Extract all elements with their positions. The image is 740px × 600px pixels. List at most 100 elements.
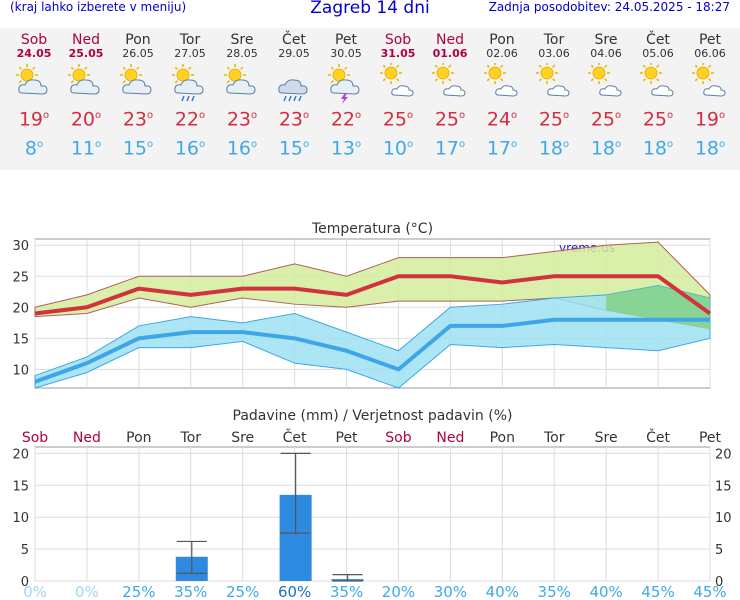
top-bar: (kraj lahko izberete v meniju) Zagreb 14… xyxy=(0,0,740,24)
min-temp-value: 8 xyxy=(24,137,37,160)
min-temp-value: 17 xyxy=(486,137,512,160)
precipitation-y-tick-left: 20 xyxy=(12,447,29,462)
max-temp-value: 22 xyxy=(330,108,356,131)
max-temp-value: 19 xyxy=(18,108,44,131)
min-temp: 15o xyxy=(278,137,310,160)
precipitation-probability-label: 40% xyxy=(589,583,622,600)
partly-sunny-icon xyxy=(476,62,528,103)
thunder-icon xyxy=(320,63,372,104)
precipitation-probability-label: 0% xyxy=(23,583,47,600)
day-name: Ned xyxy=(436,32,464,48)
max-temp-value: 19 xyxy=(694,108,720,131)
min-temp: 11o xyxy=(70,137,102,160)
day-date: 03.06 xyxy=(538,47,570,60)
precipitation-x-tick: Sre xyxy=(231,430,254,446)
last-update: Zadnja posodobitev: 24.05.2025 - 18:27 xyxy=(488,0,730,14)
partly-sunny-icon xyxy=(528,62,580,103)
day-name: Čet xyxy=(646,32,670,48)
precipitation-x-tick: Sob xyxy=(385,430,411,446)
day-column: Tor 27.05 22o 16o xyxy=(164,33,216,162)
precipitation-y-tick-left: 10 xyxy=(12,511,29,526)
max-temp: 23o xyxy=(122,108,154,131)
max-temp: 24o xyxy=(486,108,518,131)
precipitation-probability-label: 40% xyxy=(486,583,519,600)
precipitation-x-tick: Pet xyxy=(699,430,722,446)
day-name: Sob xyxy=(384,32,412,48)
precipitation-x-tick: Tor xyxy=(180,430,202,446)
min-temp: 13o xyxy=(330,137,362,160)
day-date: 05.06 xyxy=(642,47,674,60)
precipitation-y-tick-right: 20 xyxy=(715,447,732,462)
max-temp: 25o xyxy=(590,108,622,131)
precipitation-probability-label: 60% xyxy=(278,583,311,600)
daily-forecast-row: Sob 24.05 19o 8o Ned 25.05 20o 11o Pon 26.05 23o 15… xyxy=(8,33,736,162)
max-temp-value: 23 xyxy=(226,108,252,131)
location-hint[interactable]: (kraj lahko izberete v meniju) xyxy=(10,0,187,14)
precipitation-y-tick-left: 0 xyxy=(21,575,29,590)
max-temp: 23o xyxy=(226,108,258,131)
day-name: Pet xyxy=(698,32,722,48)
precipitation-y-tick-right: 10 xyxy=(715,511,732,526)
day-column: Sob 24.05 19o 8o xyxy=(8,33,60,162)
day-date: 27.05 xyxy=(174,47,206,60)
cloudy-sun-icon xyxy=(8,63,60,103)
temperature-y-tick: 30 xyxy=(12,239,29,254)
max-temperature-line xyxy=(34,274,712,316)
day-column: Pon 02.06 24o 17o xyxy=(476,33,528,162)
max-temp: 19o xyxy=(18,108,50,131)
min-temp: 8o xyxy=(24,137,44,160)
max-temp-value: 24 xyxy=(486,108,512,131)
precipitation-chart-title: Padavine (mm) / Verjetnost padavin (%) xyxy=(233,408,513,424)
day-date: 04.06 xyxy=(590,47,622,60)
temperature-y-tick: 10 xyxy=(12,363,29,378)
day-name: Pet xyxy=(334,32,358,48)
partly-sunny-icon xyxy=(684,62,736,103)
min-temp-value: 15 xyxy=(278,137,304,160)
max-temp: 23o xyxy=(278,108,310,131)
min-temp-value: 11 xyxy=(70,137,96,160)
partly-sunny-icon xyxy=(580,62,632,103)
day-name: Tor xyxy=(179,32,201,48)
min-temp-value: 15 xyxy=(122,137,148,160)
precipitation-x-tick: Sre xyxy=(595,430,618,446)
max-temp-value: 22 xyxy=(174,108,200,131)
day-name: Sre xyxy=(230,32,254,48)
precipitation-probability-label: 45% xyxy=(693,583,726,600)
day-date: 02.06 xyxy=(486,47,518,60)
min-temp: 16o xyxy=(174,137,206,160)
precipitation-y-tick-right: 5 xyxy=(715,543,723,558)
min-temp-value: 18 xyxy=(642,137,668,160)
rain-cloud-icon xyxy=(268,63,320,103)
max-temp-value: 25 xyxy=(538,108,564,131)
min-temp-value: 18 xyxy=(694,137,720,160)
max-temp-value: 23 xyxy=(278,108,304,131)
day-date: 31.05 xyxy=(380,47,416,60)
precipitation-probability-label: 35% xyxy=(330,583,363,600)
min-temp-value: 18 xyxy=(538,137,564,160)
precipitation-y-tick-left: 5 xyxy=(21,543,29,558)
precipitation-x-tick: Pet xyxy=(336,430,359,446)
min-temp-value: 16 xyxy=(226,137,252,160)
day-name: Sob xyxy=(20,32,48,48)
min-temp-value: 10 xyxy=(382,137,408,160)
day-date: 29.05 xyxy=(278,47,310,60)
day-column: Ned 25.05 20o 11o xyxy=(60,33,112,162)
day-column: Pet 30.05 22o 13o xyxy=(320,33,372,162)
min-temperature-band xyxy=(34,285,711,389)
precipitation-probability-label: 35% xyxy=(538,583,571,600)
day-name: Ned xyxy=(72,32,100,48)
precipitation-x-tick: Ned xyxy=(436,430,464,446)
day-column: Sob 31.05 25o 10o xyxy=(372,33,424,162)
max-temp: 25o xyxy=(434,108,466,131)
day-column: Pon 26.05 23o 15o xyxy=(112,33,164,162)
day-column: Sre 28.05 23o 16o xyxy=(216,33,268,162)
precipitation-x-tick: Pon xyxy=(126,430,151,446)
day-date: 06.06 xyxy=(694,47,726,60)
day-date: 24.05 xyxy=(16,47,52,60)
day-date: 01.06 xyxy=(432,47,468,60)
day-name: Čet xyxy=(282,32,306,48)
max-temp-value: 23 xyxy=(122,108,148,131)
precipitation-x-tick: Čet xyxy=(283,428,307,446)
cloudy-sun-icon xyxy=(216,63,268,103)
